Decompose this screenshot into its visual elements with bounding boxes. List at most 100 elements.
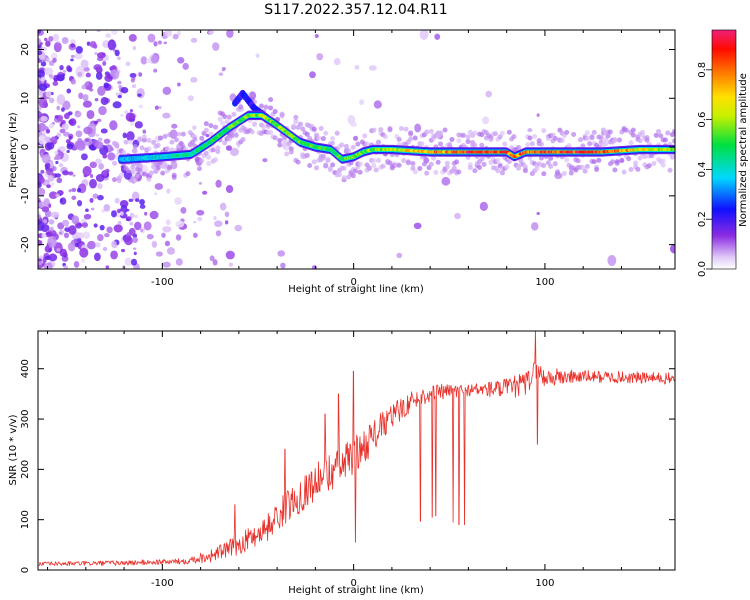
ridge-halo <box>555 171 561 177</box>
noise-speckle <box>69 39 76 44</box>
ridge-halo <box>341 175 347 181</box>
ridge-halo <box>575 158 581 164</box>
noise-speckle <box>120 113 124 117</box>
ridge-halo <box>323 130 329 136</box>
noise-speckle <box>138 72 143 77</box>
ridge-halo <box>141 134 147 140</box>
noise-speckle <box>64 102 71 110</box>
noise-speckle <box>75 110 79 114</box>
colorbar-tick-label: 0.4 <box>697 161 708 177</box>
ridge-halo <box>504 164 510 170</box>
ridge-halo <box>169 147 175 153</box>
noise-speckle <box>607 255 617 267</box>
noise-speckle <box>38 258 42 262</box>
noise-speckle <box>107 39 117 51</box>
ridge-halo <box>281 139 287 145</box>
noise-speckle <box>38 135 46 145</box>
snr-y-label: SNR (10 * v/v) <box>8 414 19 485</box>
ridge-halo <box>277 142 283 148</box>
noise-speckle <box>190 37 198 43</box>
ridge-halo <box>258 103 264 109</box>
ridge-halo <box>589 134 595 140</box>
ridge-halo <box>268 97 274 103</box>
ridge-halo <box>134 173 140 179</box>
noise-speckle <box>56 132 62 138</box>
noise-speckle <box>135 198 140 203</box>
noise-speckle <box>125 217 130 221</box>
noise-speckle <box>219 202 227 211</box>
ridge-halo <box>341 165 347 171</box>
noise-speckle <box>226 30 234 39</box>
ridge-halo <box>623 127 629 133</box>
noise-speckle <box>99 224 105 231</box>
ridge-halo <box>662 137 668 143</box>
noise-speckle <box>76 142 86 151</box>
ridge-halo <box>213 124 219 130</box>
ridge-halo <box>472 142 478 148</box>
noise-speckle <box>45 40 51 47</box>
noise-speckle <box>95 242 101 248</box>
noise-speckle <box>44 136 50 142</box>
y-tick-label: -10 <box>20 188 31 204</box>
spectrogram-frame <box>37 29 676 270</box>
noise-speckle <box>98 105 107 116</box>
noise-speckle <box>225 250 235 260</box>
noise-speckle <box>68 119 74 125</box>
noise-speckle <box>333 57 341 66</box>
noise-speckle <box>175 220 185 228</box>
noise-speckle <box>96 118 102 123</box>
ridge-halo <box>660 162 666 168</box>
noise-speckle <box>124 236 133 246</box>
ridge-halo <box>408 130 414 136</box>
noise-speckle <box>59 198 64 203</box>
noise-speckle <box>45 57 50 63</box>
noise-speckle <box>77 199 83 207</box>
ridge-point <box>672 148 675 151</box>
noise-speckle <box>154 105 159 110</box>
ridge-halo <box>206 161 212 167</box>
noise-speckle <box>48 35 54 42</box>
ridge-halo <box>559 137 565 143</box>
ridge-halo <box>346 174 352 180</box>
ridge-halo <box>538 155 544 161</box>
snr-x-ticks: -100 0 100 <box>47 331 661 589</box>
noise-speckle <box>413 222 422 230</box>
noise-speckle <box>56 41 60 44</box>
noise-speckle <box>66 88 72 94</box>
ridge-halo <box>656 129 662 135</box>
ridge-halo <box>164 145 170 151</box>
noise-speckle <box>75 45 83 54</box>
noise-speckle <box>97 85 106 96</box>
ridge-halo <box>293 119 299 125</box>
ridge-halo <box>373 167 379 173</box>
ridge-halo <box>672 153 675 159</box>
ridge-halo <box>633 160 639 166</box>
ridge-halo <box>323 162 329 168</box>
colorbar-gradient <box>712 30 736 269</box>
noise-speckle <box>277 250 286 257</box>
noise-speckle <box>52 33 60 42</box>
ridge-halo <box>603 141 609 147</box>
x-tick-label: 0 <box>350 578 356 589</box>
ridge-halo <box>412 135 418 141</box>
noise-speckle <box>89 41 97 48</box>
noise-speckle <box>171 123 178 129</box>
ridge-halo <box>651 160 657 166</box>
noise-speckle <box>102 60 107 66</box>
ridge-halo <box>612 167 618 173</box>
noise-speckle <box>71 195 77 201</box>
ridge-halo <box>660 158 666 164</box>
noise-speckle <box>104 74 113 82</box>
noise-speckle <box>56 94 66 105</box>
noise-speckle <box>38 125 41 131</box>
noise-speckle <box>38 106 42 111</box>
noise-speckle <box>85 72 91 78</box>
snr-series-line <box>38 331 675 566</box>
x-tick-label: 100 <box>535 277 554 288</box>
noise-speckle <box>61 123 69 131</box>
noise-speckle <box>202 190 208 195</box>
noise-speckle <box>93 64 102 71</box>
ridge-halo <box>672 138 675 144</box>
ridge-halo <box>506 159 512 165</box>
